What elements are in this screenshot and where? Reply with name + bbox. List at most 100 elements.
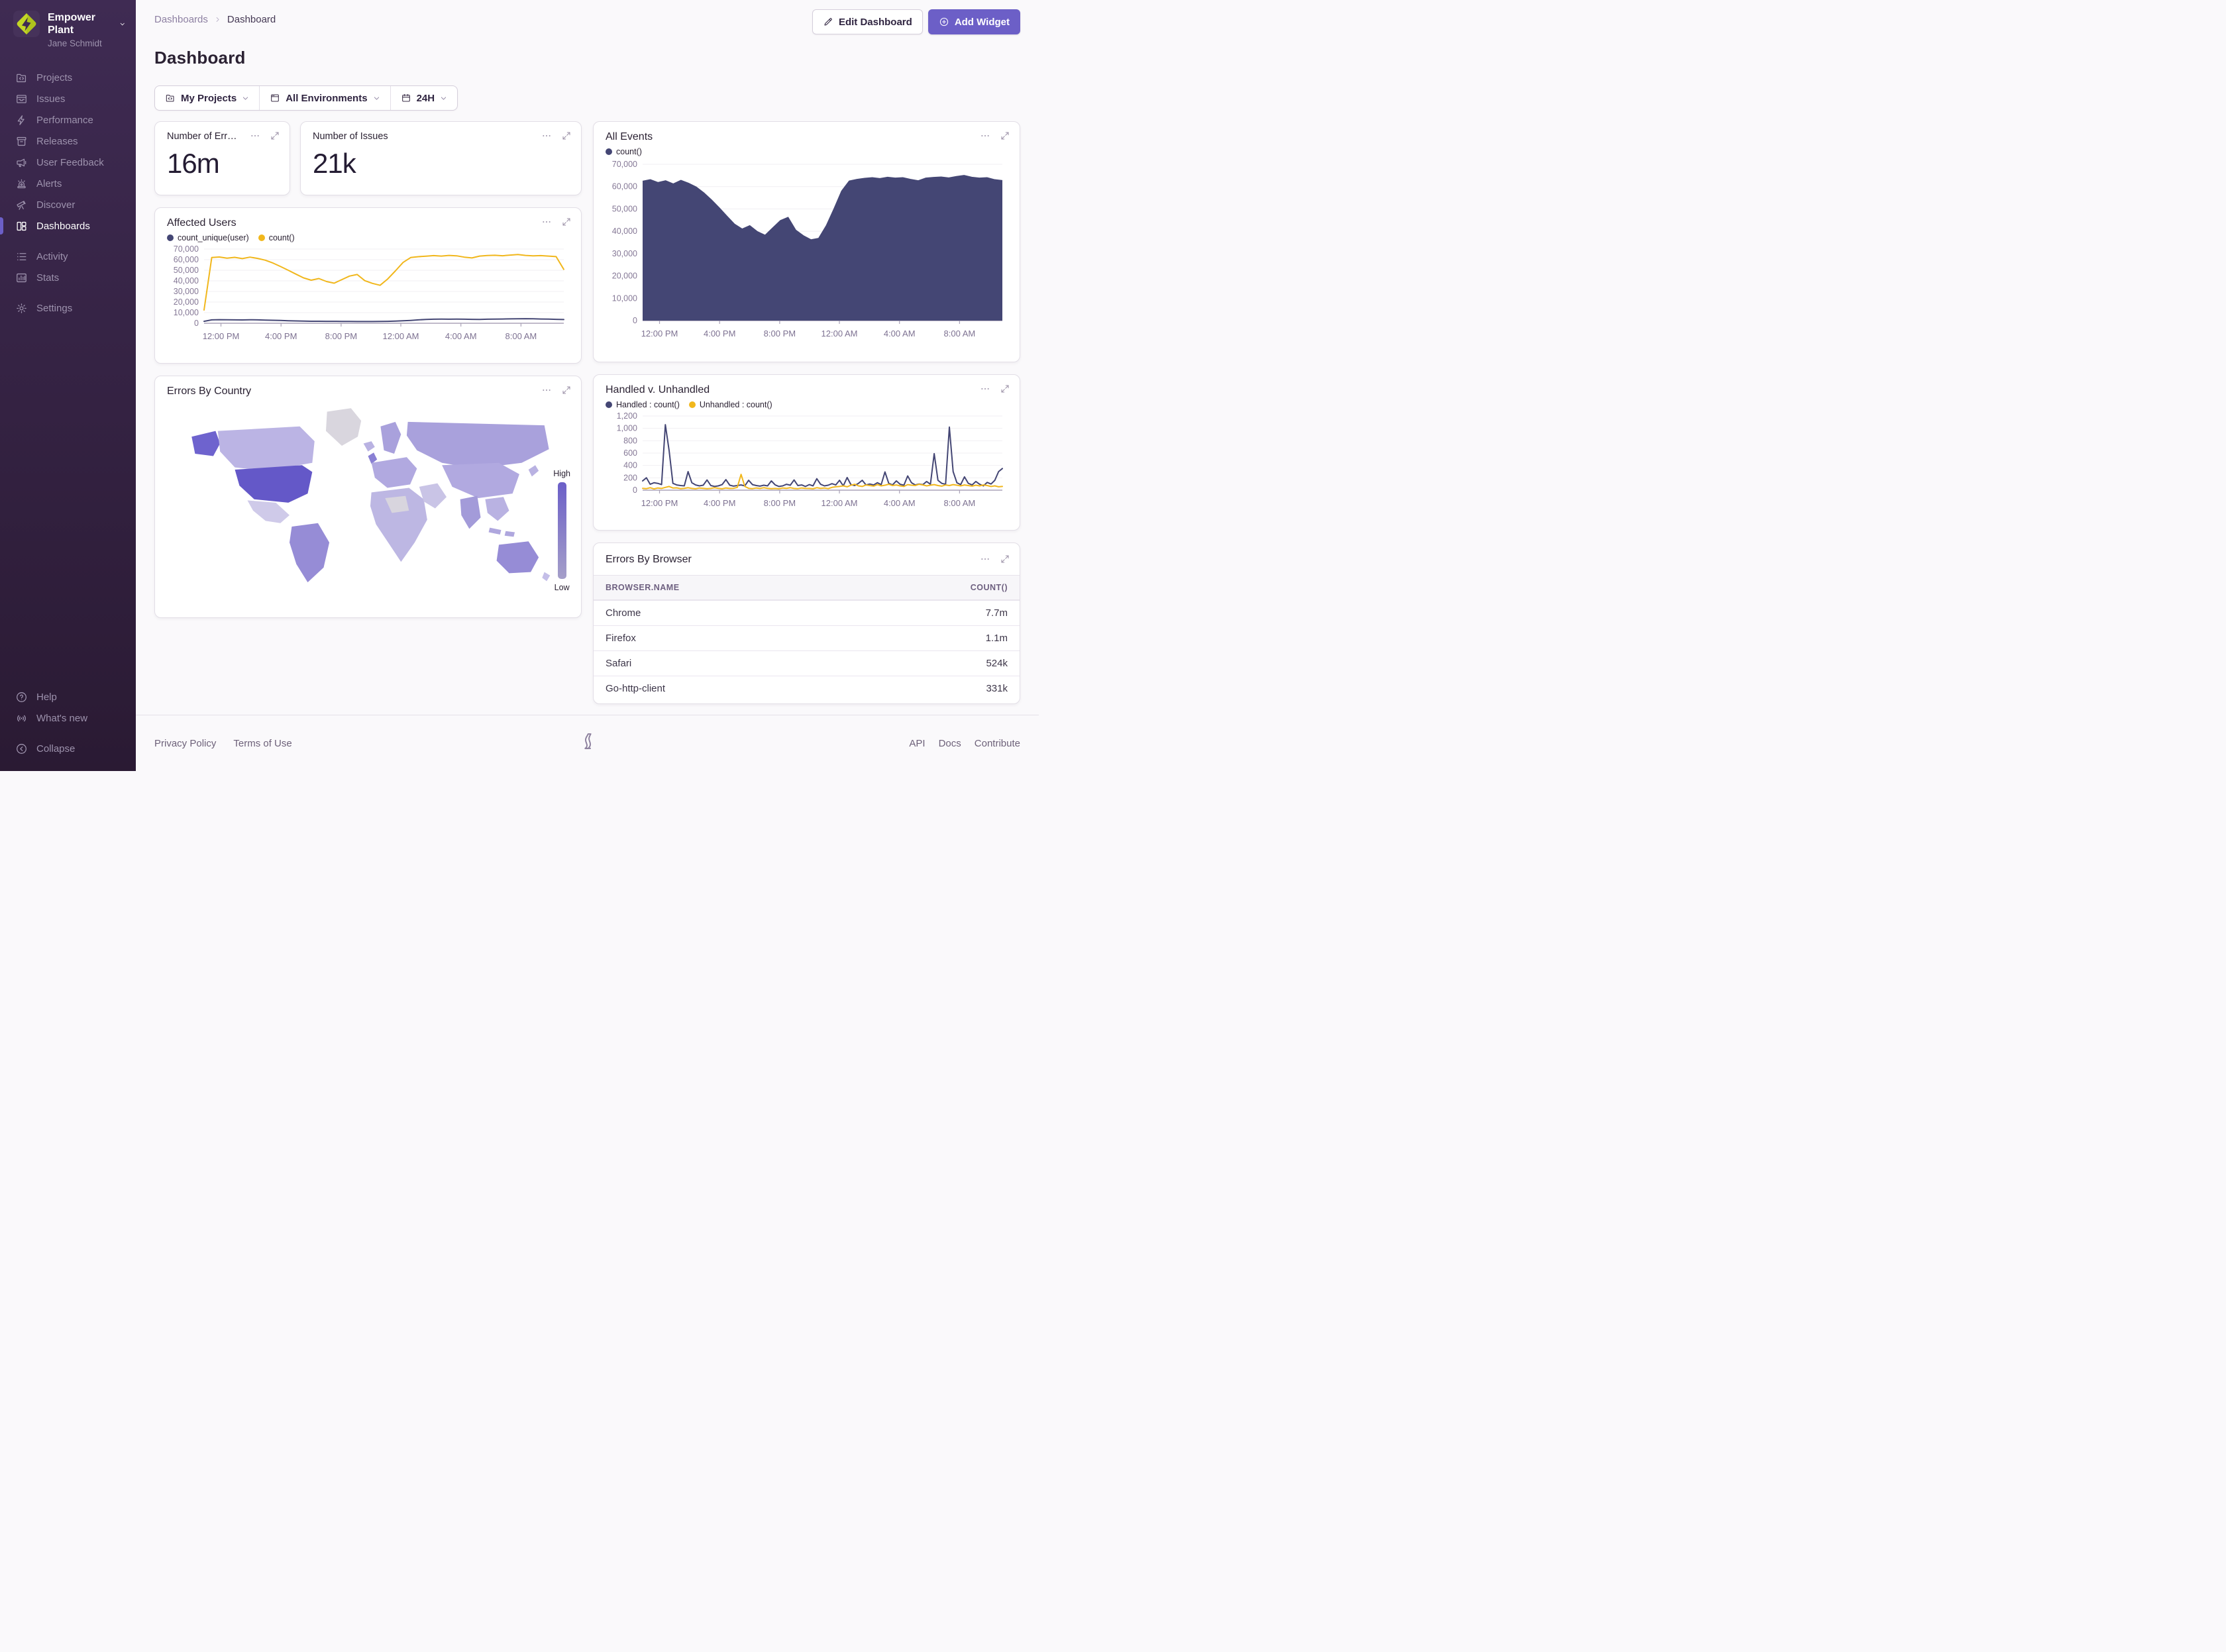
legend-dot <box>606 148 612 155</box>
svg-text:4:00 PM: 4:00 PM <box>265 331 297 341</box>
legend-item: count() <box>258 233 295 242</box>
edit-dashboard-button[interactable]: Edit Dashboard <box>812 9 923 34</box>
widget-actions <box>980 384 1010 394</box>
ellipsis-icon[interactable] <box>980 130 990 141</box>
sidebar-item-dashboards[interactable]: Dashboards <box>0 215 136 236</box>
svg-text:0: 0 <box>194 319 199 328</box>
svg-text:4:00 PM: 4:00 PM <box>704 329 735 338</box>
ellipsis-icon[interactable] <box>541 385 552 395</box>
environment-filter-label: All Environments <box>286 93 367 104</box>
window-icon <box>270 93 280 103</box>
expand-icon[interactable] <box>270 130 280 141</box>
legend-item: Handled : count() <box>606 400 680 409</box>
expand-icon[interactable] <box>561 385 572 395</box>
svg-text:60,000: 60,000 <box>174 255 199 264</box>
svg-text:12:00 PM: 12:00 PM <box>641 329 678 338</box>
widget-title: Affected Users <box>167 217 569 229</box>
stat-row: Number of Err… 16m Number of Issues 21k <box>154 121 582 195</box>
browser-name-cell: Firefox <box>606 633 636 644</box>
sidebar-item-performance[interactable]: Performance <box>0 109 136 130</box>
table-header-row: BROWSER.NAMECOUNT() <box>594 575 1020 600</box>
add-widget-button[interactable]: Add Widget <box>928 9 1020 34</box>
sidebar-item-projects[interactable]: Projects <box>0 67 136 88</box>
issues-icon <box>15 93 28 105</box>
environment-filter[interactable]: All Environments <box>260 86 390 110</box>
filter-bar: My Projects All Environments 24H <box>154 85 458 111</box>
org-info: Empower Plant Jane Schmidt <box>48 11 127 48</box>
svg-text:1,000: 1,000 <box>617 424 637 433</box>
svg-text:70,000: 70,000 <box>612 160 637 169</box>
releases-icon <box>15 135 28 148</box>
legend-label: count_unique(user) <box>178 233 249 242</box>
sidebar-item-label: What's new <box>36 713 87 724</box>
ellipsis-icon[interactable] <box>250 130 260 141</box>
privacy-policy-link[interactable]: Privacy Policy <box>154 738 216 749</box>
sidebar-item-collapse[interactable]: Collapse <box>0 738 136 759</box>
ellipsis-icon[interactable] <box>541 217 552 227</box>
svg-text:4:00 AM: 4:00 AM <box>884 329 916 338</box>
svg-text:40,000: 40,000 <box>174 276 199 285</box>
sidebar-item-label: Dashboards <box>36 221 90 232</box>
settings-icon <box>15 302 28 315</box>
project-folder-icon <box>165 93 176 103</box>
terms-of-use-link[interactable]: Terms of Use <box>233 738 292 749</box>
widget-number-of-errors: Number of Err… 16m <box>154 121 290 195</box>
stats-icon <box>15 272 28 284</box>
org-logo-icon <box>13 11 40 37</box>
sidebar-item-user-feedback[interactable]: User Feedback <box>0 152 136 173</box>
widget-title: Errors By Country <box>167 386 569 397</box>
map-legend-low: Low <box>555 583 570 592</box>
svg-text:1,200: 1,200 <box>617 412 637 421</box>
svg-text:4:00 AM: 4:00 AM <box>884 498 916 508</box>
browser-table: BROWSER.NAMECOUNT()Chrome7.7mFirefox1.1m… <box>594 575 1020 701</box>
sidebar-item-discover[interactable]: Discover <box>0 194 136 215</box>
sidebar-item-activity[interactable]: Activity <box>0 246 136 267</box>
legend-dot <box>167 234 174 241</box>
contribute-link[interactable]: Contribute <box>975 738 1020 749</box>
sidebar-item-help[interactable]: Help <box>0 686 136 707</box>
browser-name-cell: Chrome <box>606 607 641 619</box>
svg-text:10,000: 10,000 <box>174 308 199 317</box>
expand-icon[interactable] <box>1000 384 1010 394</box>
count-cell: 1.1m <box>986 633 1008 644</box>
user-name: Jane Schmidt <box>48 38 127 48</box>
project-filter[interactable]: My Projects <box>155 86 259 110</box>
api-link[interactable]: API <box>909 738 925 749</box>
sidebar-item-settings[interactable]: Settings <box>0 297 136 319</box>
expand-icon[interactable] <box>561 217 572 227</box>
sidebar-nav: Projects Issues Performance Releases Use… <box>0 67 136 319</box>
sidebar-item-whats-new[interactable]: What's new <box>0 707 136 729</box>
expand-icon[interactable] <box>1000 554 1010 564</box>
svg-text:12:00 AM: 12:00 AM <box>822 498 858 508</box>
count-cell: 524k <box>986 658 1008 669</box>
sidebar-item-label: Help <box>36 692 57 703</box>
projects-icon <box>15 72 28 84</box>
svg-text:8:00 PM: 8:00 PM <box>325 331 357 341</box>
svg-text:70,000: 70,000 <box>174 245 199 254</box>
sidebar-item-releases[interactable]: Releases <box>0 130 136 152</box>
ellipsis-icon[interactable] <box>980 554 990 564</box>
sidebar-item-stats[interactable]: Stats <box>0 267 136 288</box>
docs-link[interactable]: Docs <box>939 738 961 749</box>
edit-dashboard-label: Edit Dashboard <box>839 17 912 28</box>
sidebar-item-label: Activity <box>36 251 68 262</box>
legend-item: count() <box>606 147 642 156</box>
breadcrumb-dashboards-link[interactable]: Dashboards <box>154 14 208 25</box>
svg-text:0: 0 <box>633 316 637 325</box>
ellipsis-icon[interactable] <box>980 384 990 394</box>
handled_v_unhandled-svg: 02004006008001,0001,20012:00 PM4:00 PM8:… <box>606 412 1008 510</box>
svg-text:8:00 AM: 8:00 AM <box>944 498 976 508</box>
svg-text:50,000: 50,000 <box>174 266 199 275</box>
svg-text:12:00 PM: 12:00 PM <box>641 498 678 508</box>
sidebar-item-issues[interactable]: Issues <box>0 88 136 109</box>
world-map <box>162 401 574 595</box>
expand-icon[interactable] <box>561 130 572 141</box>
date-range-filter[interactable]: 24H <box>391 86 458 110</box>
org-switcher[interactable]: Empower Plant Jane Schmidt <box>0 0 136 48</box>
ellipsis-icon[interactable] <box>541 130 552 141</box>
svg-text:20,000: 20,000 <box>174 297 199 307</box>
expand-icon[interactable] <box>1000 130 1010 141</box>
widget-actions <box>541 130 572 141</box>
sidebar-item-alerts[interactable]: Alerts <box>0 173 136 194</box>
affected_users-svg: 010,00020,00030,00040,00050,00060,00070,… <box>167 245 569 343</box>
